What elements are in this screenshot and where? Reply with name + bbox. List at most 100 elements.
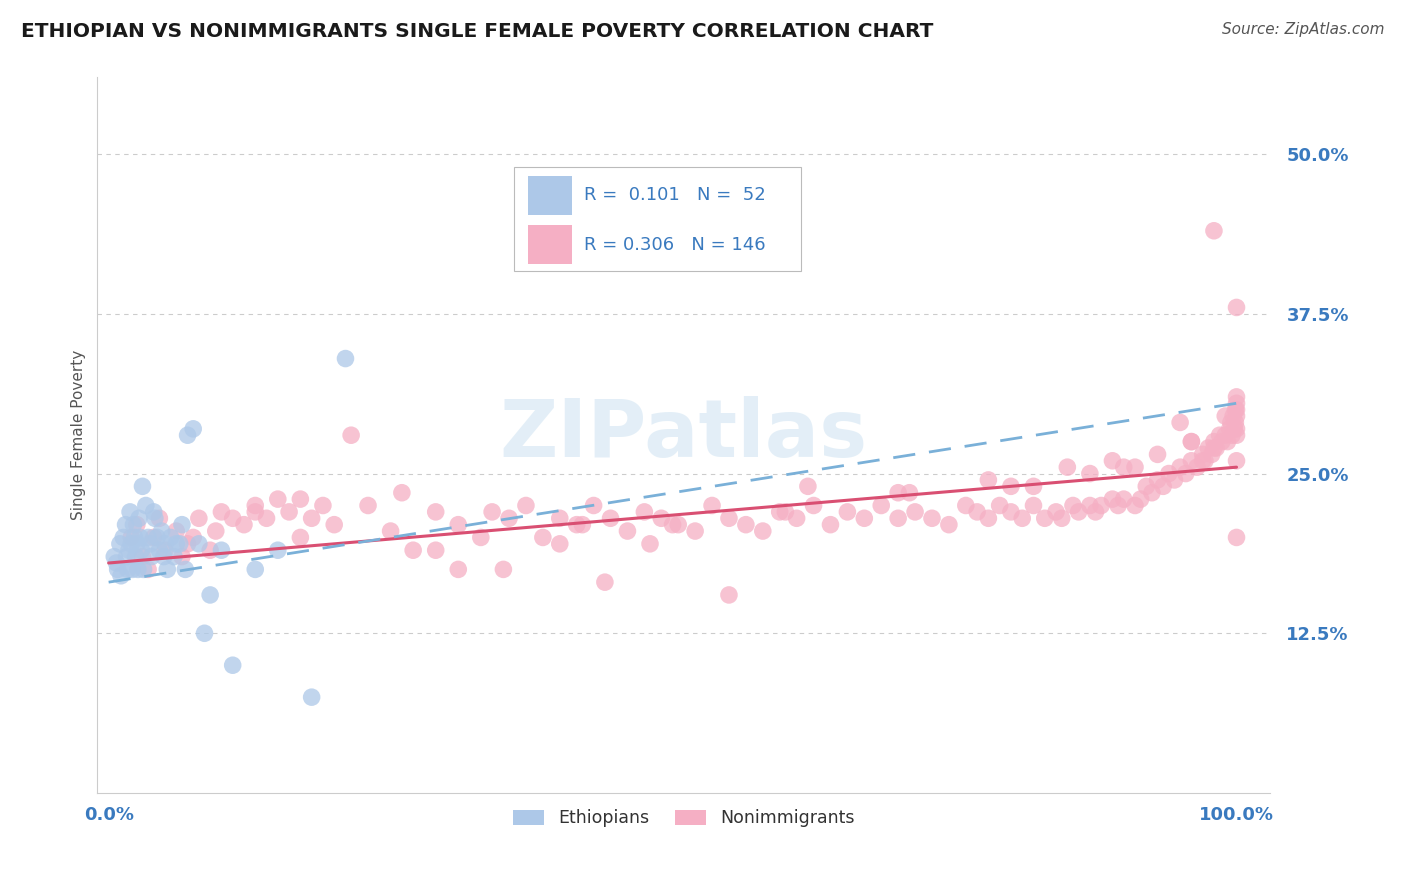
Point: [1216, 434, 1239, 449]
Point: [301, 690, 323, 705]
Point: [1135, 479, 1157, 493]
Point: [290, 492, 312, 507]
Point: [143, 511, 166, 525]
Text: ETHIOPIAN VS NONIMMIGRANTS SINGLE FEMALE POVERTY CORRELATION CHART: ETHIOPIAN VS NONIMMIGRANTS SINGLE FEMALE…: [21, 22, 934, 41]
Point: [290, 531, 312, 545]
Point: [117, 562, 139, 576]
Point: [256, 511, 278, 525]
Point: [1225, 416, 1247, 430]
Text: ZIPatlas: ZIPatlas: [499, 396, 868, 475]
Point: [209, 543, 232, 558]
Point: [120, 505, 142, 519]
Point: [402, 543, 425, 558]
Point: [139, 537, 162, 551]
Point: [1225, 402, 1247, 417]
Point: [1000, 479, 1022, 493]
Point: [135, 499, 157, 513]
Point: [1140, 485, 1163, 500]
Point: [1180, 434, 1202, 449]
Point: [786, 511, 808, 525]
Point: [1129, 492, 1152, 507]
Point: [1107, 499, 1129, 513]
Point: [1050, 511, 1073, 525]
Point: [1202, 434, 1225, 449]
Point: [132, 562, 155, 576]
Point: [1202, 441, 1225, 455]
Point: [357, 499, 380, 513]
Point: [204, 524, 226, 538]
Point: [870, 499, 893, 513]
Point: [1213, 428, 1236, 442]
Point: [165, 524, 187, 538]
Point: [1220, 428, 1243, 442]
Point: [114, 517, 136, 532]
Point: [1163, 473, 1185, 487]
Point: [988, 499, 1011, 513]
Point: [131, 479, 153, 493]
Point: [938, 517, 960, 532]
Point: [1223, 422, 1246, 436]
Point: [481, 505, 503, 519]
Point: [1180, 454, 1202, 468]
Point: [110, 568, 132, 582]
Point: [820, 517, 842, 532]
Point: [1011, 511, 1033, 525]
Point: [245, 562, 267, 576]
Point: [181, 531, 204, 545]
Point: [380, 524, 402, 538]
Point: [769, 505, 792, 519]
Point: [1225, 301, 1247, 315]
Point: [1168, 460, 1191, 475]
Point: [107, 562, 129, 576]
Point: [128, 511, 150, 525]
Point: [633, 505, 655, 519]
Point: [1112, 460, 1135, 475]
Point: [170, 517, 193, 532]
Point: [1208, 428, 1230, 442]
Point: [1168, 416, 1191, 430]
Point: [904, 505, 927, 519]
FancyBboxPatch shape: [527, 176, 572, 215]
Point: [153, 537, 176, 551]
Point: [1225, 531, 1247, 545]
Point: [1180, 434, 1202, 449]
Point: [1225, 422, 1247, 436]
Point: [498, 511, 520, 525]
Point: [582, 499, 605, 513]
Point: [1201, 447, 1223, 461]
Point: [1146, 473, 1168, 487]
Point: [181, 422, 204, 436]
Point: [129, 531, 152, 545]
Point: [666, 517, 689, 532]
Point: [222, 658, 245, 673]
Point: [1112, 492, 1135, 507]
Point: [1157, 467, 1180, 481]
Point: [323, 517, 346, 532]
Point: [198, 543, 221, 558]
Point: [1194, 454, 1216, 468]
Point: [174, 562, 197, 576]
Point: [1185, 460, 1208, 475]
Point: [146, 531, 169, 545]
Point: [125, 537, 148, 551]
Point: [148, 543, 170, 558]
Point: [1045, 505, 1067, 519]
Point: [717, 588, 740, 602]
Point: [1062, 499, 1084, 513]
Point: [1084, 505, 1107, 519]
Point: [112, 531, 135, 545]
Point: [125, 517, 148, 532]
Point: [1000, 505, 1022, 519]
Point: [391, 485, 413, 500]
Point: [245, 505, 267, 519]
Point: [1101, 492, 1123, 507]
Point: [966, 505, 988, 519]
Legend: Ethiopians, Nonimmigrants: Ethiopians, Nonimmigrants: [506, 803, 862, 834]
FancyBboxPatch shape: [513, 167, 801, 270]
Point: [1225, 454, 1247, 468]
FancyBboxPatch shape: [527, 225, 572, 264]
Point: [898, 485, 921, 500]
Point: [425, 505, 447, 519]
Point: [176, 537, 198, 551]
Point: [1078, 467, 1101, 481]
